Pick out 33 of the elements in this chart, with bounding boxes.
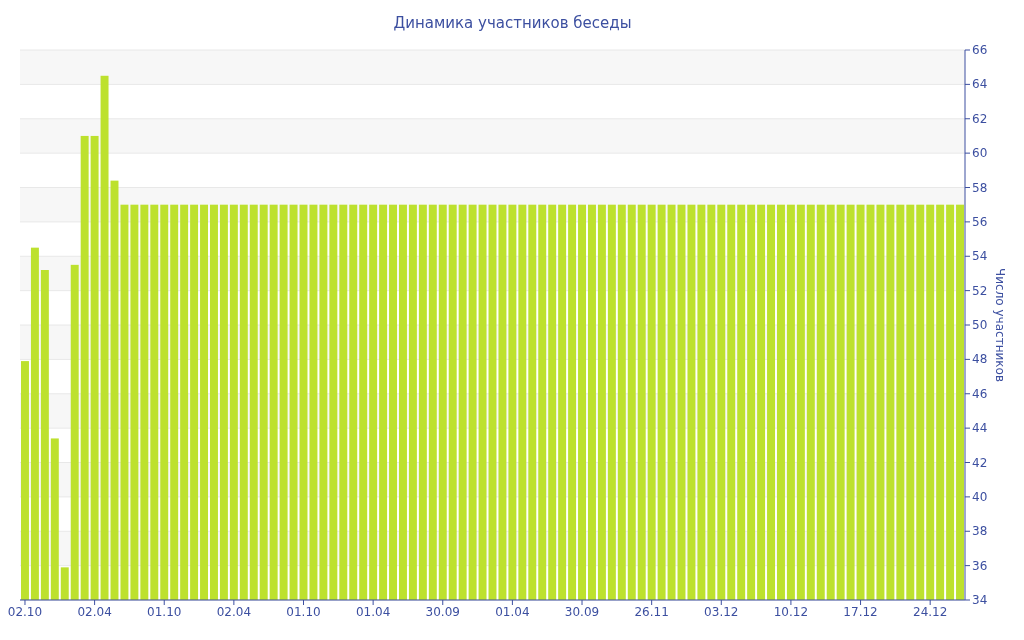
y2-tick-label: 60 (972, 146, 988, 161)
y2-tick-label: 38 (972, 524, 988, 539)
x-tick-label: 30.09 (564, 605, 600, 619)
y2-tick-label: 34 (972, 593, 988, 607)
x-tick-label: 01.10 (147, 605, 182, 619)
x-tick-label: 01.10 (286, 605, 321, 619)
y2-tick-label: 66 (972, 43, 988, 57)
x-tick-label: 30.09 (425, 605, 460, 619)
y2-tick-label: 42 (972, 455, 988, 470)
y2-tick-label: 64 (972, 77, 988, 92)
y2-axis-title: Число участников (993, 268, 1007, 382)
y2-tick-label: 62 (972, 111, 988, 126)
y2-tick-label: 46 (972, 386, 988, 401)
x-tick-label: 03.12 (704, 605, 739, 619)
x-tick-label: 01.04 (355, 605, 391, 619)
y2-tick-label: 52 (972, 283, 988, 298)
y2-tick-label: 58 (972, 180, 988, 195)
x-tick-label: 24.12 (913, 605, 948, 619)
y2-tick-label: 44 (972, 421, 988, 436)
x-tick-label: 26.11 (634, 605, 669, 619)
x-tick-label: 10.12 (773, 605, 809, 619)
x-tick-label: 02.04 (77, 605, 112, 619)
x-tick-label: 17.12 (843, 605, 878, 619)
x-tick-label: 01.04 (495, 605, 530, 619)
y2-tick-label: 36 (972, 558, 988, 573)
chart-title: Динамика участников беседы (393, 14, 632, 32)
y2-tick-label: 40 (972, 489, 988, 504)
y2-tick-label: 50 (972, 318, 988, 332)
y2-tick-label: 56 (972, 214, 988, 229)
x-tick-label: 02.04 (216, 605, 252, 619)
y2-tick-label: 54 (972, 249, 988, 264)
x-tick-label: 02.10 (7, 605, 43, 619)
y2-tick-label: 48 (972, 352, 988, 367)
